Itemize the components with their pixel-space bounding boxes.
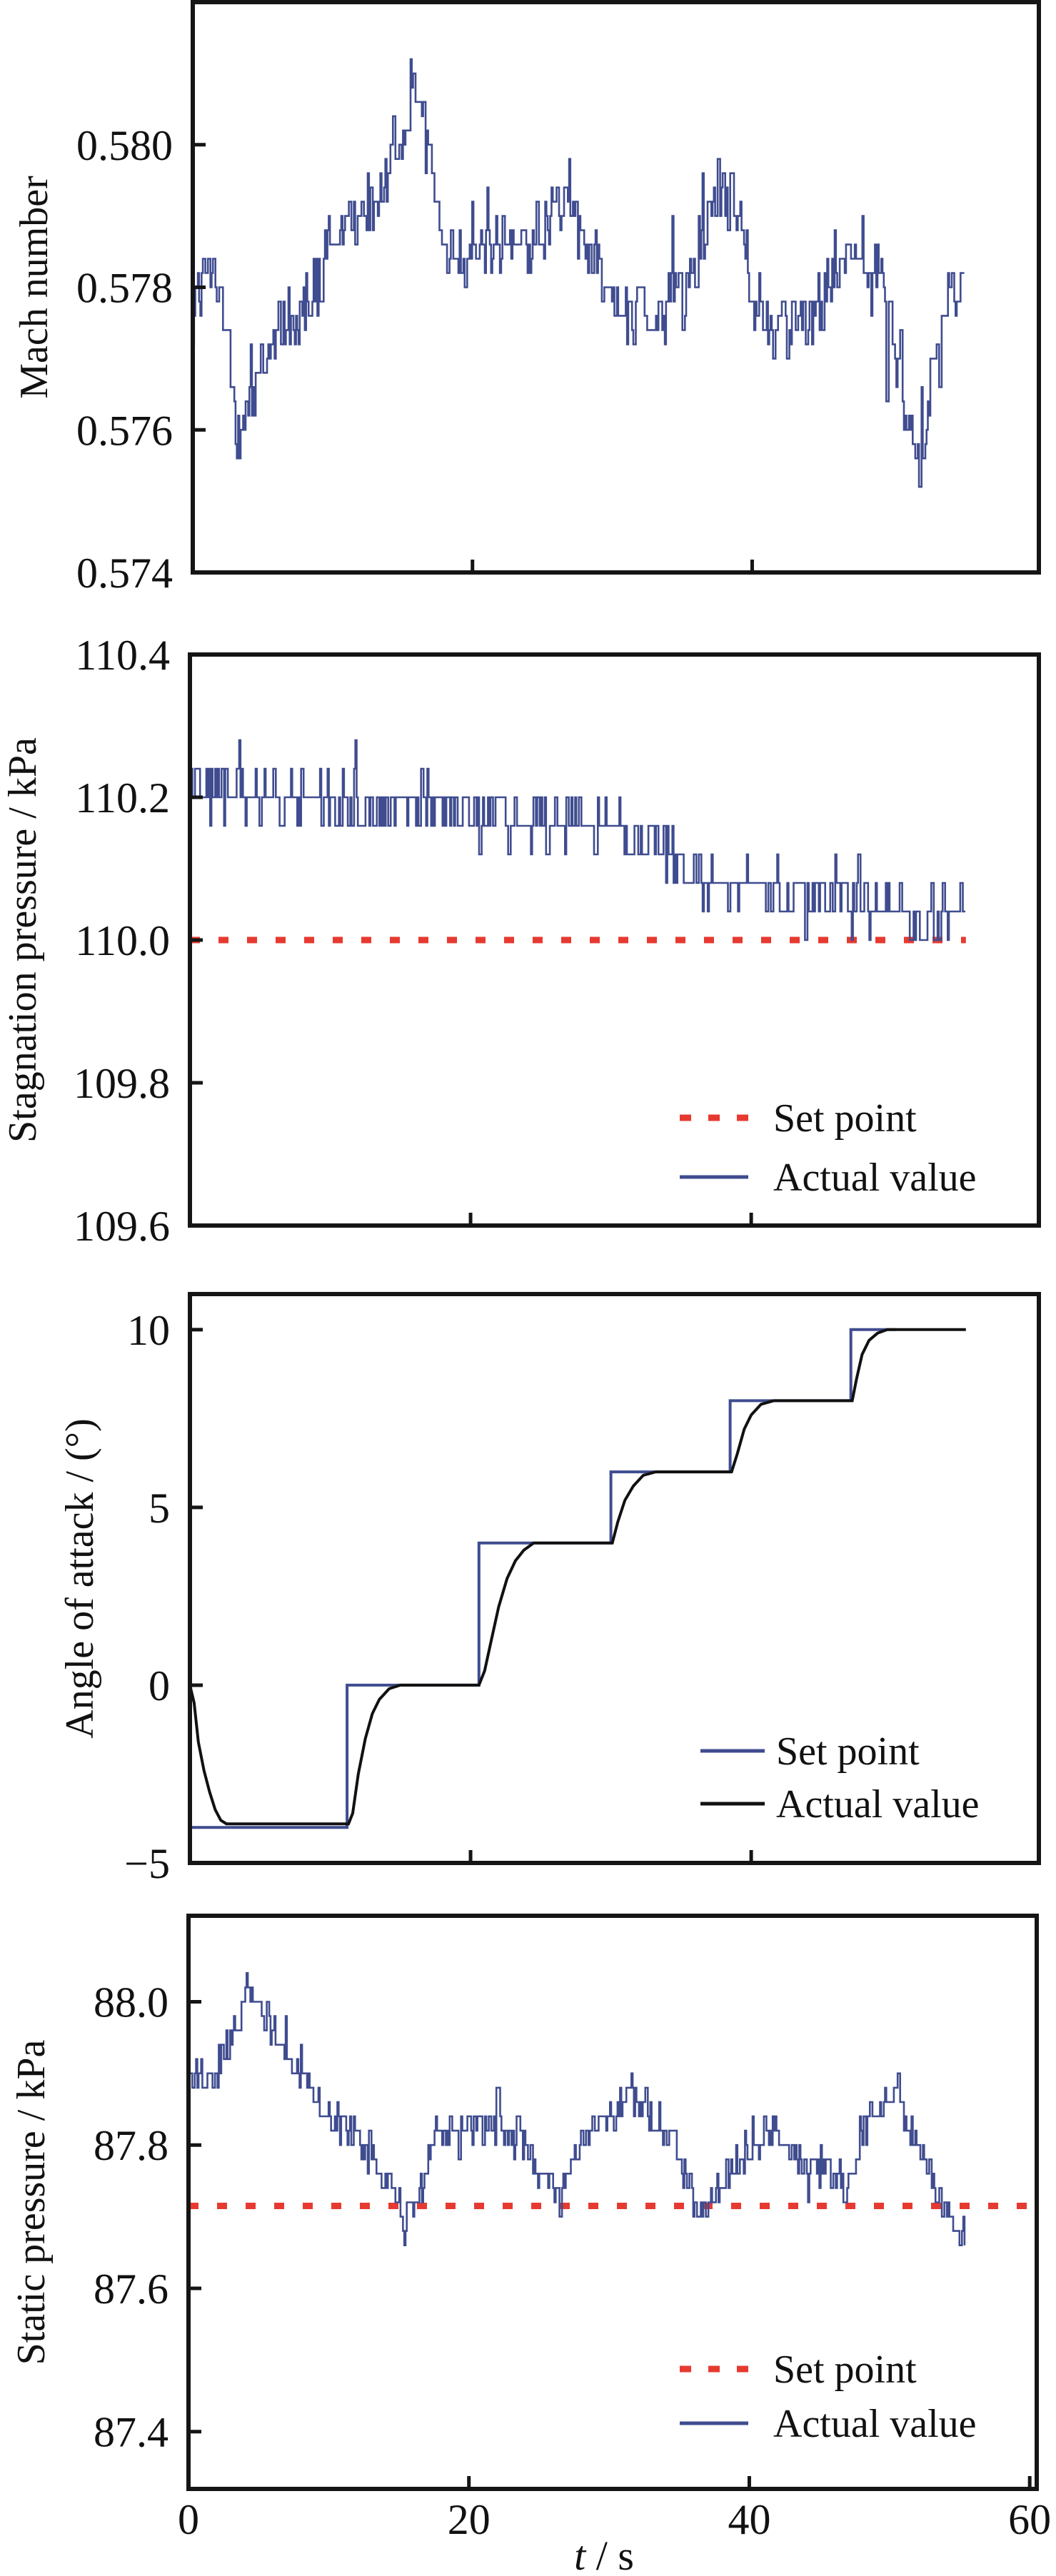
panel-angle-of-attack: −5 0 5 10 Angle of attack / (°) Set poin… <box>58 1292 1041 1887</box>
x-tick-label: 60 <box>1008 2496 1051 2543</box>
legend: Set point Actual value <box>680 2348 977 2446</box>
legend-label-actual-value: Actual value <box>773 2402 977 2446</box>
legend-label-set-point: Set point <box>773 2348 917 2392</box>
series-line-actual-value <box>190 1328 966 1826</box>
y-tick-label: 87.8 <box>94 2122 169 2169</box>
y-tick-label: 0 <box>149 1662 170 1709</box>
plot-area <box>190 1328 966 1829</box>
legend: Set point Actual value <box>680 1096 977 1200</box>
series-group <box>188 1972 1030 2246</box>
y-tick-label: 0.580 <box>76 122 173 169</box>
x-tick-label: 20 <box>448 2496 491 2543</box>
series-line-actual-value <box>188 1972 966 2246</box>
y-tick-labels: 109.6 109.8 110.0 110.2 110.4 <box>74 632 170 1250</box>
y-tick-label: 110.0 <box>75 917 170 964</box>
y-tick-label: 0.576 <box>76 407 173 454</box>
y-tick-label: −5 <box>124 1840 170 1887</box>
y-tick-label: 109.6 <box>74 1203 170 1250</box>
axis-ticks <box>190 795 753 1226</box>
legend-label-set-point: Set point <box>776 1729 920 1774</box>
y-tick-label: 110.2 <box>75 774 170 822</box>
y-tick-labels: 0.574 0.576 0.578 0.580 <box>76 122 173 597</box>
y-tick-label: 5 <box>149 1485 170 1532</box>
y-tick-label: 88.0 <box>94 1979 169 2026</box>
x-tick-label: 40 <box>728 2496 770 2543</box>
y-tick-label: 109.8 <box>74 1060 170 1107</box>
y-axis-title: Stagnation pressure / kPa <box>1 737 45 1143</box>
y-tick-label: 110.4 <box>75 632 170 679</box>
x-tick-labels: 0 20 40 60 <box>178 2496 1051 2543</box>
plot-area <box>190 739 966 944</box>
legend-label-actual-value: Actual value <box>776 1782 980 1827</box>
legend-label-actual-value: Actual value <box>773 1156 977 1200</box>
y-tick-label: 10 <box>127 1307 170 1354</box>
y-tick-label: 0.574 <box>76 550 173 597</box>
y-tick-label: 0.578 <box>76 265 173 312</box>
legend-label-set-point: Set point <box>773 1096 917 1141</box>
plot-area <box>188 1972 1030 2246</box>
x-axis-title: t / s <box>574 2532 634 2576</box>
series-group <box>193 58 965 488</box>
y-tick-label: 87.4 <box>94 2409 169 2456</box>
series-group <box>190 1328 966 1829</box>
y-tick-labels: 87.4 87.6 87.8 88.0 <box>94 1979 169 2455</box>
axis-ticks <box>188 1999 1032 2489</box>
x-tick-label: 0 <box>178 2496 199 2543</box>
panel-static-pressure: 87.4 87.6 87.8 88.0 0 20 40 60 Static pr… <box>9 1914 1051 2576</box>
panel-stagnation-pressure: 109.6 109.8 110.0 110.2 110.4 Stagnation… <box>1 632 1041 1250</box>
axes-frame <box>186 1914 1039 2491</box>
legend: Set point Actual value <box>700 1729 980 1827</box>
y-axis-title: Static pressure / kPa <box>9 2040 54 2365</box>
axis-ticks <box>190 1328 753 1863</box>
series-group <box>190 739 966 944</box>
axes-frame <box>188 1292 1041 1865</box>
series-line-actual-value <box>190 739 965 941</box>
panel-mach: 0.574 0.576 0.578 0.580 Mach number <box>12 0 1041 597</box>
y-tick-labels: −5 0 5 10 <box>124 1307 170 1887</box>
series-line-actual-value <box>193 58 965 488</box>
y-axis-title: Angle of attack / (°) <box>58 1418 102 1738</box>
plot-area <box>193 58 965 488</box>
y-tick-label: 87.6 <box>94 2266 169 2313</box>
axis-ticks <box>193 143 754 572</box>
y-axis-title: Mach number <box>12 176 56 399</box>
